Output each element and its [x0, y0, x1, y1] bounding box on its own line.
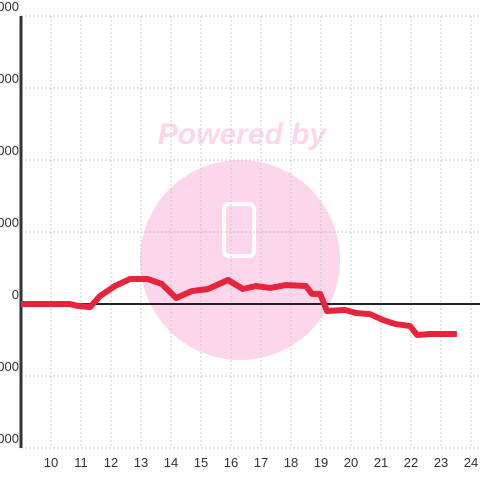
watermark-icon [222, 202, 256, 258]
y-tick-label: -3,000 [0, 359, 19, 374]
y-tick-label: 6,000 [0, 143, 19, 158]
x-tick-label: 19 [314, 455, 328, 470]
x-tick-label: 16 [224, 455, 238, 470]
x-tick-label: 22 [404, 455, 418, 470]
y-tick-label: -6,000 [0, 431, 19, 446]
y-tick-label: 9,000 [0, 71, 19, 86]
watermark-logo [140, 160, 340, 360]
x-tick-label: 21 [374, 455, 388, 470]
x-tick-label: 10 [44, 455, 58, 470]
y-tick-label: 12,000 [0, 0, 19, 14]
x-tick-label: 17 [254, 455, 268, 470]
watermark-text: Powered by [158, 118, 328, 151]
x-tick-label: 15 [194, 455, 208, 470]
y-tick-label: 0 [12, 287, 19, 302]
line-series [21, 276, 457, 338]
x-tick-label: 20 [344, 455, 358, 470]
x-tick-label: 18 [284, 455, 298, 470]
y-tick-label: 3,000 [0, 215, 19, 230]
x-tick-label: 23 [434, 455, 448, 470]
x-tick-label: 14 [164, 455, 178, 470]
x-tick-label: 24 [464, 455, 478, 470]
x-tick-label: 11 [74, 455, 88, 470]
x-tick-label: 13 [134, 455, 148, 470]
x-tick-label: 12 [104, 455, 118, 470]
